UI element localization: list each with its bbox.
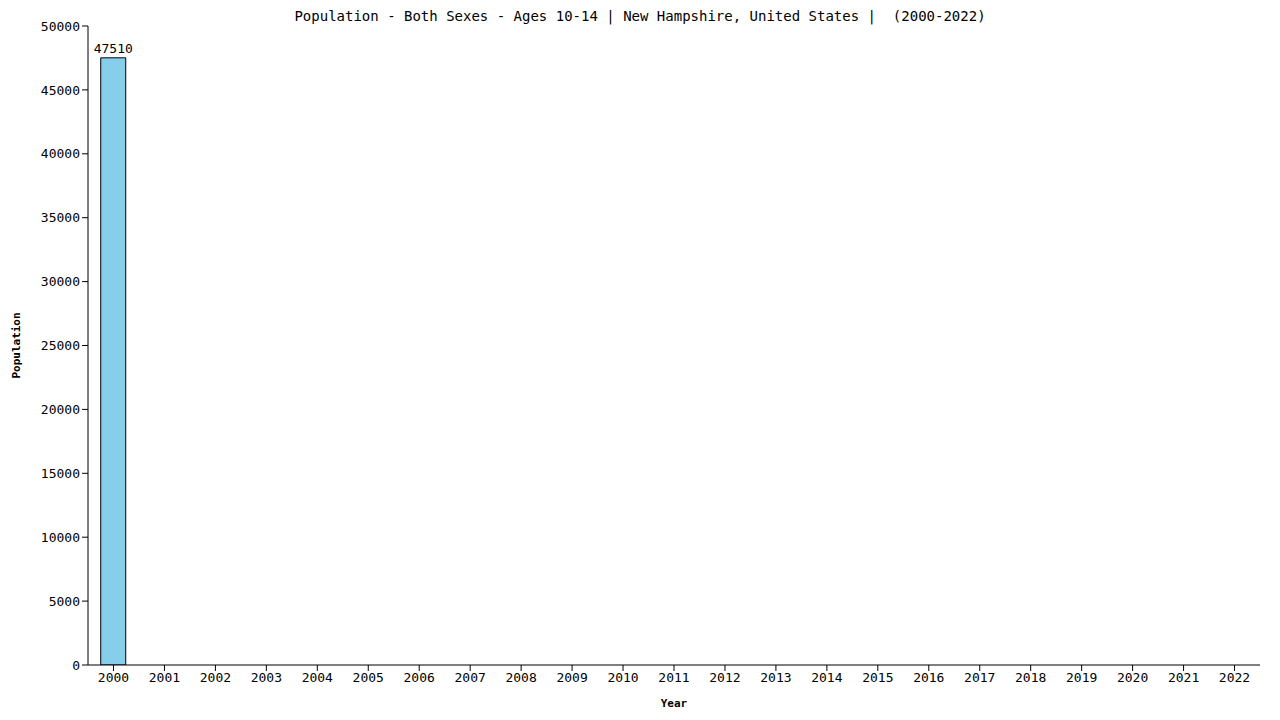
svg-text:2017: 2017 [964,670,995,685]
svg-text:2002: 2002 [200,670,231,685]
svg-text:45000: 45000 [41,83,80,98]
svg-text:2008: 2008 [505,670,536,685]
svg-text:20000: 20000 [41,402,80,417]
svg-text:2012: 2012 [709,670,740,685]
html-text:Population - Both Sexes - Ages: Population - Both Sexes - Ages 10-14 | N… [294,8,986,24]
svg-text:15000: 15000 [41,466,80,481]
svg-text:2019: 2019 [1066,670,1097,685]
svg-text:2005: 2005 [353,670,384,685]
svg-text:2000: 2000 [98,670,129,685]
svg-text:47510: 47510 [94,41,133,56]
svg-text:2006: 2006 [404,670,435,685]
svg-text:10000: 10000 [41,530,80,545]
svg-text:2020: 2020 [1117,670,1148,685]
svg-text:5000: 5000 [49,594,80,609]
svg-text:2013: 2013 [760,670,791,685]
svg-text:2014: 2014 [811,670,842,685]
svg-text:0: 0 [72,658,80,673]
svg-text:Year: Year [661,697,688,710]
svg-text:2003: 2003 [251,670,282,685]
svg-text:2004: 2004 [302,670,333,685]
svg-text:2022: 2022 [1219,670,1250,685]
svg-text:2018: 2018 [1015,670,1046,685]
svg-text:Population: Population [10,312,23,378]
svg-text:2001: 2001 [149,670,180,685]
svg-text:2007: 2007 [455,670,486,685]
svg-text:50000: 50000 [41,19,80,34]
svg-text:30000: 30000 [41,274,80,289]
svg-text:2015: 2015 [862,670,893,685]
svg-text:35000: 35000 [41,210,80,225]
svg-text:2011: 2011 [658,670,689,685]
svg-text:40000: 40000 [41,146,80,161]
svg-text:2021: 2021 [1168,670,1199,685]
svg-text:2010: 2010 [607,670,638,685]
svg-text:2016: 2016 [913,670,944,685]
svg-text:2009: 2009 [556,670,587,685]
svg-text:25000: 25000 [41,338,80,353]
